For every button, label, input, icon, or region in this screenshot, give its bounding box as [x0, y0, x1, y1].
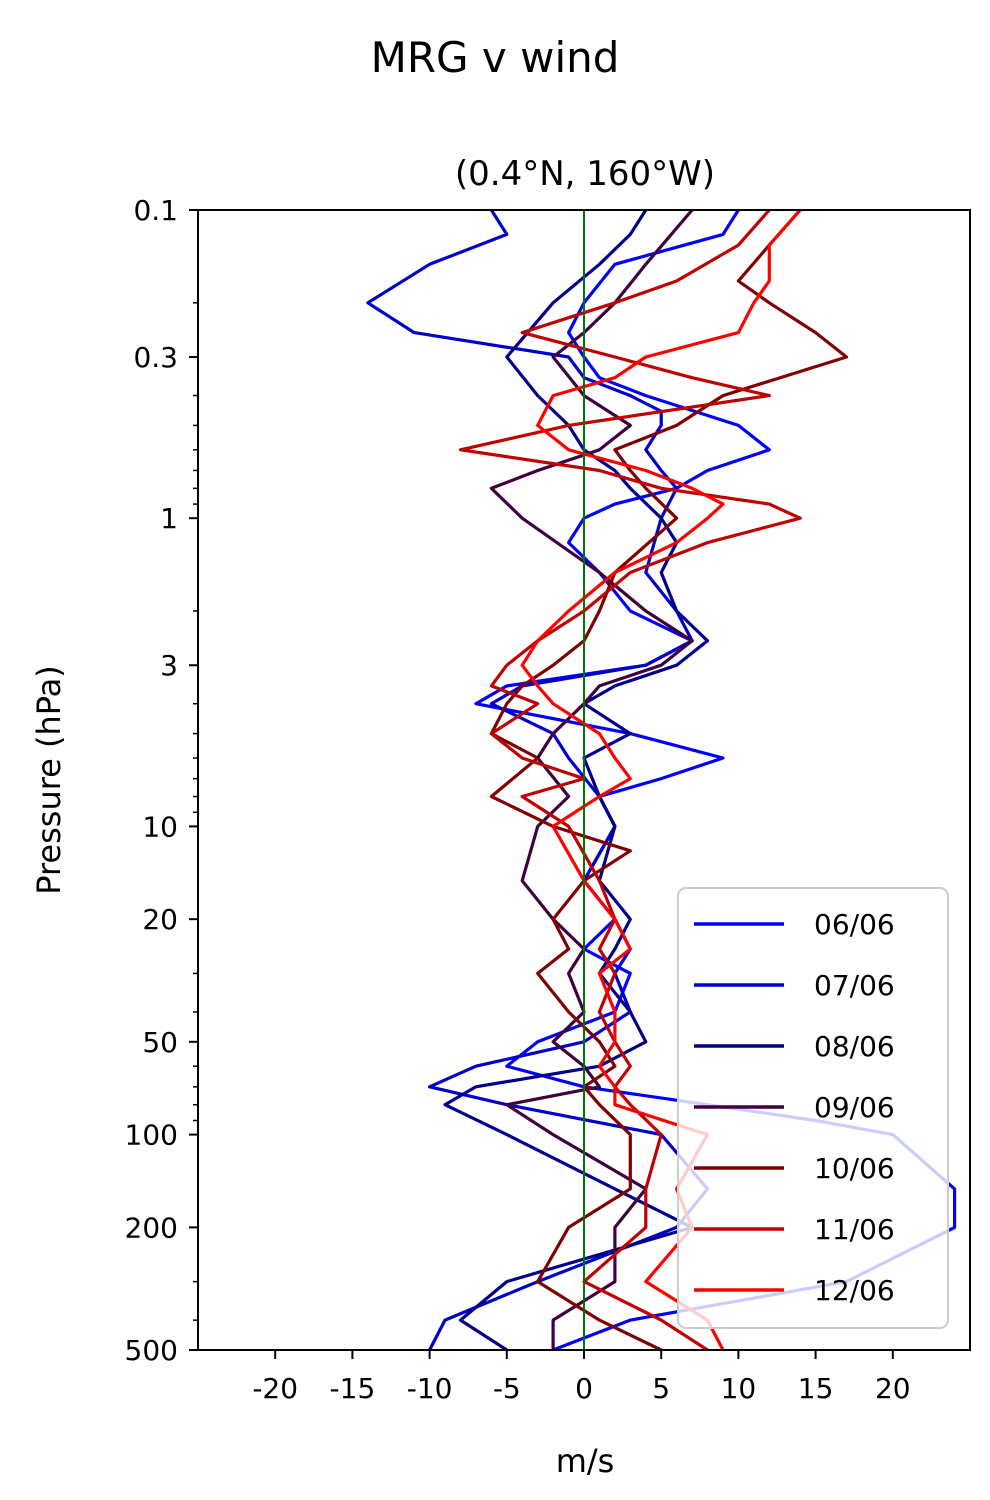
chart-subtitle: (0.4°N, 160°W): [455, 154, 715, 194]
legend: 06/06 07/06 08/06 09/06 10/06 11/06 12/06: [677, 887, 949, 1329]
x-tick-label: -20: [252, 1372, 298, 1405]
series-line-6: [520, 210, 802, 1350]
y-tick-label: 10: [142, 810, 178, 843]
y-tick-label: 3: [160, 649, 178, 682]
x-tick-label: 5: [652, 1372, 670, 1405]
x-tick-label: 0: [575, 1372, 593, 1405]
series-lines: [366, 210, 957, 1350]
y-tick-label: 0.1: [133, 194, 178, 227]
x-tick-label: 15: [798, 1372, 834, 1405]
x-axis-label: m/s: [556, 1442, 615, 1480]
legend-label: 07/06: [814, 969, 895, 1002]
legend-label: 08/06: [814, 1030, 895, 1063]
x-tick-label: -10: [407, 1372, 453, 1405]
series-line-5: [458, 210, 802, 1350]
legend-label: 10/06: [814, 1152, 895, 1185]
y-tick-label: 20: [142, 903, 178, 936]
y-tick-label: 500: [125, 1334, 178, 1367]
plot-area: [197, 209, 971, 1351]
x-tick-label: -15: [330, 1372, 376, 1405]
series-line-4: [489, 210, 849, 1350]
legend-label: 11/06: [814, 1213, 895, 1246]
y-axis-ticks: 0.1 0.3 1 3 10 20 50 100 200 500: [125, 194, 198, 1367]
y-tick-label: 50: [142, 1026, 178, 1059]
y-tick-label: 100: [125, 1119, 178, 1152]
legend-box: [677, 887, 949, 1329]
y-tick-label: 1: [160, 502, 178, 535]
legend-label: 06/06: [814, 908, 895, 941]
series-line-3: [489, 210, 694, 1350]
chart-title: MRG v wind: [371, 33, 620, 82]
legend-label: 12/06: [814, 1274, 895, 1307]
x-tick-label: -5: [493, 1372, 521, 1405]
x-tick-label: 20: [875, 1372, 911, 1405]
y-tick-label: 0.3: [133, 341, 178, 374]
x-axis-ticks: -20 -15 -10 -5 0 5 10 15 20: [252, 1350, 911, 1405]
y-axis-label: Pressure (hPa): [30, 665, 68, 895]
x-tick-label: 10: [721, 1372, 757, 1405]
legend-label: 09/06: [814, 1091, 895, 1124]
y-tick-label: 200: [125, 1211, 178, 1244]
